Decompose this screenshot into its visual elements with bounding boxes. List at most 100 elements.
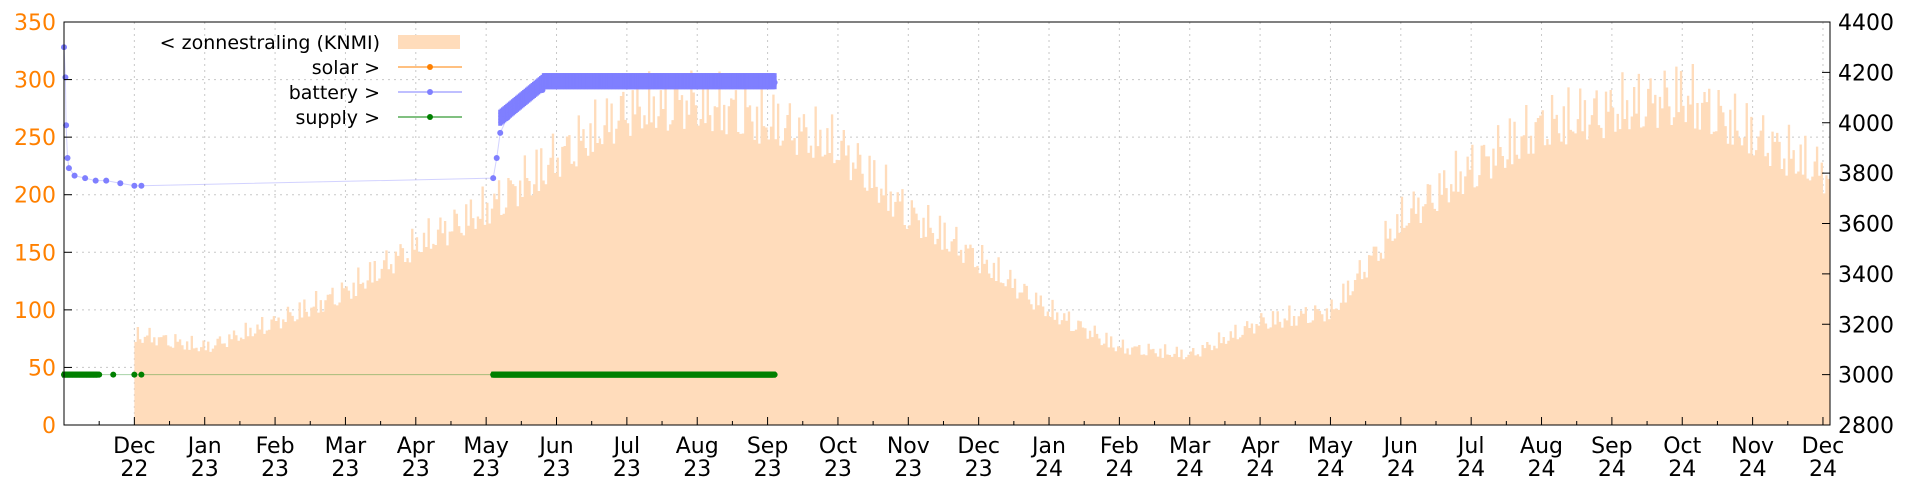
x-tick-month: Sep xyxy=(1591,434,1632,459)
radiation-area-shape xyxy=(134,63,1831,425)
x-tick-year: 23 xyxy=(965,457,993,480)
x-tick-year: 24 xyxy=(1246,457,1274,480)
data-point xyxy=(493,155,500,162)
x-tick-year: 23 xyxy=(754,457,782,480)
x-axis: Dec22Jan23Feb23Mar23Apr23May23Jun23Jul23… xyxy=(98,417,1845,480)
data-point xyxy=(82,175,89,182)
data-point xyxy=(771,371,776,378)
x-tick-month: Jan xyxy=(1030,434,1066,459)
data-point xyxy=(772,79,777,84)
data-point xyxy=(772,82,777,87)
x-tick-year: 23 xyxy=(402,457,430,480)
x-tick-year: 23 xyxy=(191,457,219,480)
x-tick-year: 23 xyxy=(683,457,711,480)
x-tick-year: 24 xyxy=(1387,457,1415,480)
x-tick-year: 23 xyxy=(261,457,289,480)
left-tick-label: 300 xyxy=(14,69,56,94)
data-point xyxy=(772,76,777,81)
data-point xyxy=(92,177,99,184)
legend: < zonnestraling (KNMI) solar > battery > su… xyxy=(160,32,462,129)
right-tick-label: 4000 xyxy=(1838,112,1894,137)
data-point xyxy=(117,180,124,187)
x-tick-year: 23 xyxy=(613,457,641,480)
data-point xyxy=(131,371,138,378)
x-tick-month: Feb xyxy=(1100,434,1139,459)
left-tick-label: 100 xyxy=(14,299,56,324)
right-tick-label: 3600 xyxy=(1838,213,1894,238)
left-tick-label: 350 xyxy=(14,11,56,36)
legend-label: supply > xyxy=(295,107,380,129)
data-point xyxy=(772,73,777,78)
right-tick-label: 4400 xyxy=(1838,11,1894,36)
data-point xyxy=(110,371,117,378)
x-tick-month: Jan xyxy=(186,434,222,459)
x-tick-month: Sep xyxy=(747,434,788,459)
data-point xyxy=(63,122,70,129)
x-tick-month: Apr xyxy=(1241,434,1280,459)
radiation-area xyxy=(134,63,1831,425)
x-tick-year: 24 xyxy=(1739,457,1767,480)
x-tick-year: 24 xyxy=(1598,457,1626,480)
x-tick-month: Dec xyxy=(1802,434,1845,459)
x-tick-month: Oct xyxy=(819,434,857,459)
data-point xyxy=(131,182,138,189)
x-tick-month: Dec xyxy=(113,434,156,459)
x-tick-year: 24 xyxy=(1809,457,1837,480)
legend-label: solar > xyxy=(312,57,380,79)
left-tick-label: 50 xyxy=(28,356,56,381)
x-tick-year: 23 xyxy=(894,457,922,480)
x-tick-month: Mar xyxy=(1169,434,1211,459)
x-tick-year: 22 xyxy=(120,457,148,480)
x-tick-month: Aug xyxy=(1520,434,1563,459)
x-tick-year: 23 xyxy=(472,457,500,480)
data-point xyxy=(772,85,777,90)
x-tick-month: Jul xyxy=(1456,434,1485,459)
data-points xyxy=(61,44,778,378)
x-tick-year: 23 xyxy=(331,457,359,480)
x-tick-month: Nov xyxy=(1731,434,1774,459)
x-tick-year: 24 xyxy=(1528,457,1556,480)
legend-label: < zonnestraling (KNMI) xyxy=(160,32,380,54)
legend-label: battery > xyxy=(289,82,380,104)
legend-swatch xyxy=(398,35,460,49)
data-point xyxy=(497,129,504,136)
right-tick-label: 3000 xyxy=(1838,364,1894,389)
right-tick-label: 4200 xyxy=(1838,61,1894,86)
data-point xyxy=(71,172,78,179)
data-point xyxy=(490,175,497,182)
x-tick-year: 24 xyxy=(1035,457,1063,480)
x-tick-month: Jul xyxy=(612,434,641,459)
data-point xyxy=(138,371,145,378)
x-tick-month: Jun xyxy=(537,434,573,459)
data-point xyxy=(95,371,100,378)
left-tick-label: 150 xyxy=(14,241,56,266)
legend-marker xyxy=(427,89,433,95)
x-tick-month: Aug xyxy=(676,434,719,459)
x-tick-month: May xyxy=(463,434,508,459)
left-tick-label: 200 xyxy=(14,184,56,209)
right-tick-label: 3200 xyxy=(1838,313,1894,338)
data-point xyxy=(65,165,72,172)
x-tick-year: 24 xyxy=(1457,457,1485,480)
x-tick-month: May xyxy=(1308,434,1353,459)
x-tick-year: 23 xyxy=(543,457,571,480)
right-y-axis: 2800 3000 3200 3400 3600 3800 4000 4200 4400 xyxy=(1822,11,1894,439)
left-tick-label: 0 xyxy=(42,414,56,439)
x-tick-year: 23 xyxy=(824,457,852,480)
data-point xyxy=(138,182,145,189)
legend-marker xyxy=(427,64,433,70)
right-tick-label: 2800 xyxy=(1838,414,1894,439)
x-tick-month: Nov xyxy=(887,434,930,459)
left-y-axis: 0 50 100 150 200 250 300 350 xyxy=(14,11,72,439)
x-tick-year: 24 xyxy=(1176,457,1204,480)
data-point xyxy=(64,155,71,162)
legend-marker xyxy=(427,114,433,120)
x-tick-month: Mar xyxy=(325,434,367,459)
x-tick-month: Oct xyxy=(1663,434,1701,459)
right-tick-label: 3400 xyxy=(1838,263,1894,288)
data-point xyxy=(103,177,110,184)
x-tick-month: Apr xyxy=(397,434,436,459)
x-tick-month: Dec xyxy=(957,434,1000,459)
x-tick-month: Feb xyxy=(256,434,295,459)
